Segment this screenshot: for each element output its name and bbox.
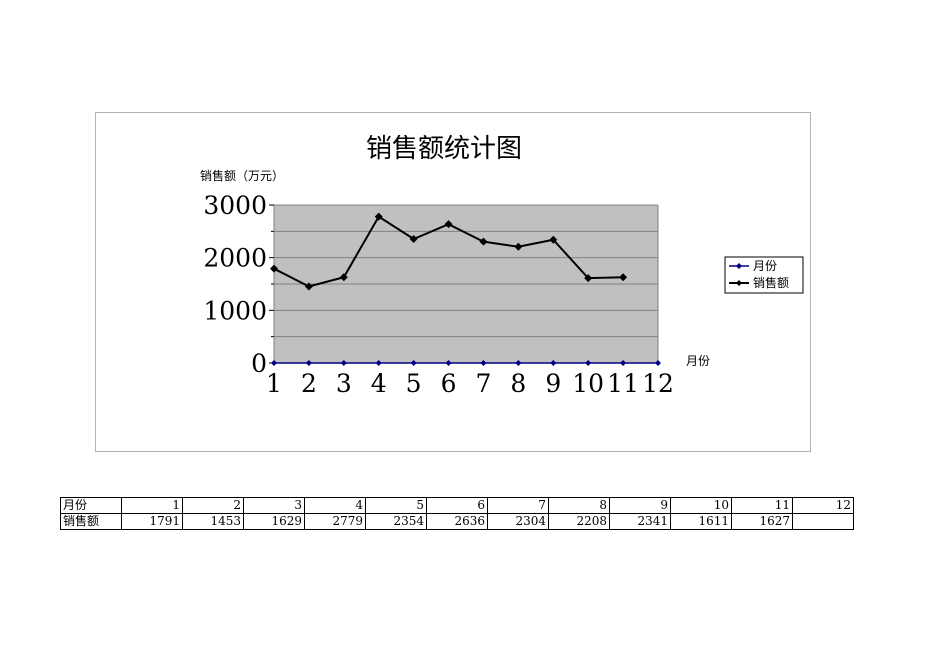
data-point — [444, 220, 453, 229]
table-row: 月份 1 2 3 4 5 6 7 8 9 10 11 12 — [60, 497, 854, 514]
x-tick-label: 9 — [545, 369, 561, 398]
row-header: 月份 — [60, 497, 122, 514]
data-point — [374, 212, 383, 221]
table-cell: 4 — [304, 497, 366, 514]
table-cell: 6 — [426, 497, 488, 514]
table-cell: 9 — [609, 497, 671, 514]
x-tick-label: 4 — [371, 369, 387, 398]
y-tick-label: 3000 — [203, 191, 267, 220]
table-cell: 1453 — [182, 513, 244, 530]
data-point — [514, 242, 523, 251]
data-point — [585, 360, 592, 366]
table-cell: 12 — [792, 497, 854, 514]
data-point — [270, 264, 278, 273]
data-point — [410, 360, 417, 366]
data-point — [305, 360, 312, 366]
y-axis-label: 销售额（万元） — [200, 168, 284, 183]
table-cell: 1611 — [670, 513, 732, 530]
x-tick-label: 6 — [441, 369, 457, 398]
table-cell: 2354 — [365, 513, 427, 530]
table-cell: 7 — [487, 497, 549, 514]
table-cell: 1629 — [243, 513, 305, 530]
table-cell: 2304 — [487, 513, 549, 530]
data-point — [445, 360, 452, 366]
data-point — [375, 360, 382, 366]
table-cell: 1627 — [731, 513, 793, 530]
x-tick-label: 10 — [572, 369, 604, 398]
table-cell: 2 — [182, 497, 244, 514]
data-point — [549, 235, 558, 244]
data-point — [619, 273, 628, 282]
data-point — [480, 360, 487, 366]
data-point — [584, 274, 593, 283]
data-point — [479, 237, 488, 246]
table-cell: 5 — [365, 497, 427, 514]
x-tick-label: 1 — [266, 369, 282, 398]
table-cell: 10 — [670, 497, 732, 514]
table-cell: 2208 — [548, 513, 610, 530]
table-cell: 1 — [121, 497, 183, 514]
x-tick-label: 3 — [336, 369, 352, 398]
legend-label: 销售额 — [753, 275, 789, 290]
x-tick-label: 5 — [406, 369, 422, 398]
table-cell: 2636 — [426, 513, 488, 530]
table-cell: 3 — [243, 497, 305, 514]
x-tick-label: 8 — [510, 369, 526, 398]
data-point — [620, 360, 627, 366]
data-point — [340, 360, 347, 366]
x-tick-label: 7 — [476, 369, 492, 398]
table-cell: 2779 — [304, 513, 366, 530]
table-cell: 2341 — [609, 513, 671, 530]
legend-marker — [736, 280, 742, 286]
data-point — [304, 282, 313, 291]
data-point — [339, 273, 348, 282]
data-point — [550, 360, 557, 366]
table-cell: 8 — [548, 497, 610, 514]
chart-title: 销售额统计图 — [366, 134, 522, 164]
table-cell: 1791 — [121, 513, 183, 530]
x-tick-label: 11 — [607, 369, 639, 398]
x-axis-label: 月份 — [686, 354, 710, 368]
row-header: 销售额 — [60, 513, 122, 530]
legend-marker — [736, 263, 742, 269]
data-point — [655, 360, 661, 366]
y-tick-label: 0 — [251, 349, 267, 378]
table-row: 销售额 1791 1453 1629 2779 2354 2636 2304 2208 2341 1… — [60, 513, 854, 530]
chart-frame: 销售额统计图 销售额（万元） 月份 0 1000 2000 3000 1 2 3 4 5 6 7 8 9… — [95, 112, 811, 452]
y-tick-label: 1000 — [203, 296, 267, 325]
data-point — [271, 360, 277, 366]
legend-box — [724, 256, 804, 294]
table-cell — [792, 513, 854, 530]
data-table: 月份 1 2 3 4 5 6 7 8 9 10 11 12 销售额 1791 1453 1629 2779 2354… — [60, 497, 854, 530]
legend-label: 月份 — [753, 259, 777, 273]
x-tick-label: 2 — [301, 369, 317, 398]
x-tick-label: 12 — [642, 369, 674, 398]
data-point — [515, 360, 522, 366]
y-tick-label: 2000 — [203, 244, 267, 273]
data-point — [409, 235, 418, 244]
table-cell: 11 — [731, 497, 793, 514]
